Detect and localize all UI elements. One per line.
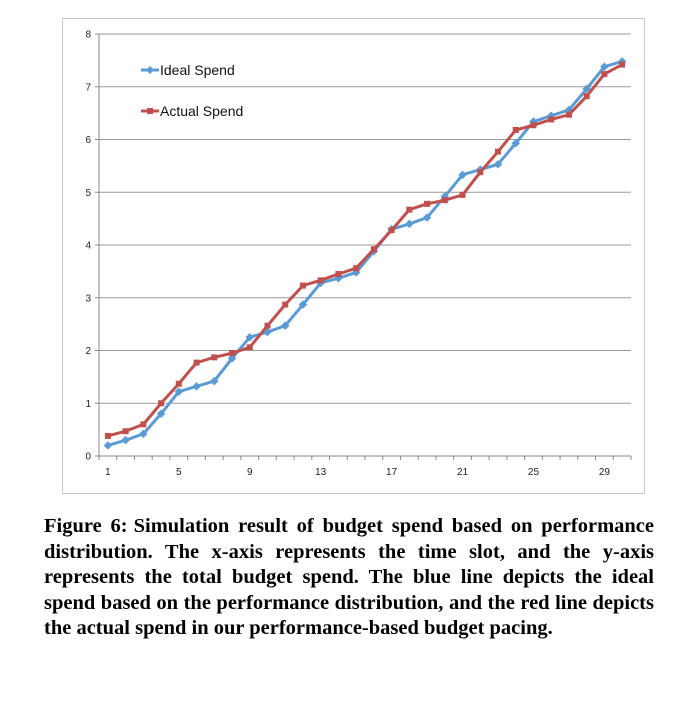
ideal-spend-point — [138, 429, 148, 439]
actual-spend-point — [619, 61, 626, 68]
y-tick-label: 7 — [85, 82, 91, 93]
actual-spend-point — [140, 421, 147, 428]
actual-spend-point — [477, 169, 484, 176]
actual-spend-point — [406, 206, 413, 213]
ideal-spend-point — [227, 354, 237, 363]
ideal-spend-point — [174, 387, 184, 396]
ideal-spend-point — [245, 332, 255, 342]
ideal-spend-point — [209, 376, 219, 386]
actual-spend-point — [548, 116, 555, 123]
ideal-spend-point — [404, 219, 414, 229]
y-tick-label: 6 — [85, 135, 91, 146]
ideal-spend-point — [103, 441, 113, 450]
ideal-spend-point — [298, 300, 308, 309]
x-tick-label: 17 — [386, 467, 398, 478]
y-tick-label: 3 — [85, 293, 91, 304]
actual-spend-point — [353, 265, 360, 272]
caption-label: Figure 6: — [44, 515, 128, 537]
ideal-spend-point — [192, 382, 201, 391]
line-chart: 0 1 2 3 4 5 6 7 8 1 5 9 13 17 21 25 29 Ideal Spend Actual … — [85, 30, 632, 478]
actual-spend-point — [335, 271, 342, 278]
actual-spend-point — [264, 322, 271, 329]
actual-spend-point — [122, 428, 129, 435]
x-tick-label: 13 — [315, 467, 327, 478]
x-tick-label: 21 — [457, 467, 469, 478]
actual-spend-point — [601, 71, 608, 78]
y-tick-label: 5 — [85, 188, 91, 199]
actual-spend-point — [104, 432, 111, 439]
actual-spend-point — [158, 400, 165, 407]
x-tick-label: 29 — [599, 467, 611, 478]
y-tick-label: 1 — [85, 399, 91, 410]
y-tick-label: 8 — [85, 30, 91, 41]
actual-spend-point — [299, 282, 306, 289]
actual-spend-point — [229, 350, 235, 357]
x-tick-label: 1 — [105, 467, 111, 478]
actual-spend-point — [282, 301, 289, 308]
actual-spend-point — [441, 197, 448, 204]
legend-actual-spend-label: Actual Spend — [160, 103, 243, 119]
ideal-spend-point — [600, 62, 609, 72]
actual-spend-point — [370, 246, 377, 253]
ideal-spend-point — [121, 435, 130, 445]
actual-spend-point — [530, 122, 537, 129]
actual-spend-point — [246, 344, 253, 351]
y-tick-label: 2 — [85, 346, 91, 357]
actual-spend-point — [495, 148, 501, 155]
legend-actual-spend-marker — [147, 108, 153, 114]
ideal-spend-point — [458, 170, 467, 180]
actual-spend-point — [565, 111, 572, 118]
actual-spend-line — [107, 63, 623, 438]
y-tick-label: 0 — [85, 452, 91, 463]
actual-spend-point — [175, 380, 182, 387]
actual-spend-point — [211, 354, 218, 361]
actual-spend-point — [424, 200, 431, 207]
ideal-spend-line — [107, 59, 623, 447]
actual-spend-point — [512, 127, 519, 134]
y-tick-label: 4 — [85, 241, 91, 252]
legend-ideal-spend-marker — [146, 66, 154, 74]
ideal-spend-point — [280, 321, 290, 331]
x-tick-label: 5 — [176, 467, 182, 478]
chart-frame: 0 1 2 3 4 5 6 7 8 1 5 9 13 17 21 25 29 Ideal Spend Actual … — [62, 18, 645, 494]
caption-text: Simulation result of budget spend based … — [44, 515, 655, 640]
actual-spend-point — [583, 93, 590, 100]
x-tick-label: 25 — [528, 467, 540, 478]
ideal-spend-point — [422, 213, 432, 222]
actual-spend-point — [193, 359, 200, 366]
ideal-spend-point — [511, 138, 521, 148]
ideal-spend-point — [156, 409, 166, 419]
ideal-spend-point — [493, 159, 503, 169]
actual-spend-point — [388, 227, 395, 234]
actual-spend-point — [317, 277, 324, 284]
figure-caption: Figure 6: Simulation result of budget spe… — [44, 514, 654, 642]
ideal-spend-point — [582, 84, 592, 94]
x-tick-label: 9 — [247, 467, 253, 478]
legend-ideal-spend-label: Ideal Spend — [160, 62, 235, 78]
actual-spend-point — [459, 191, 466, 198]
